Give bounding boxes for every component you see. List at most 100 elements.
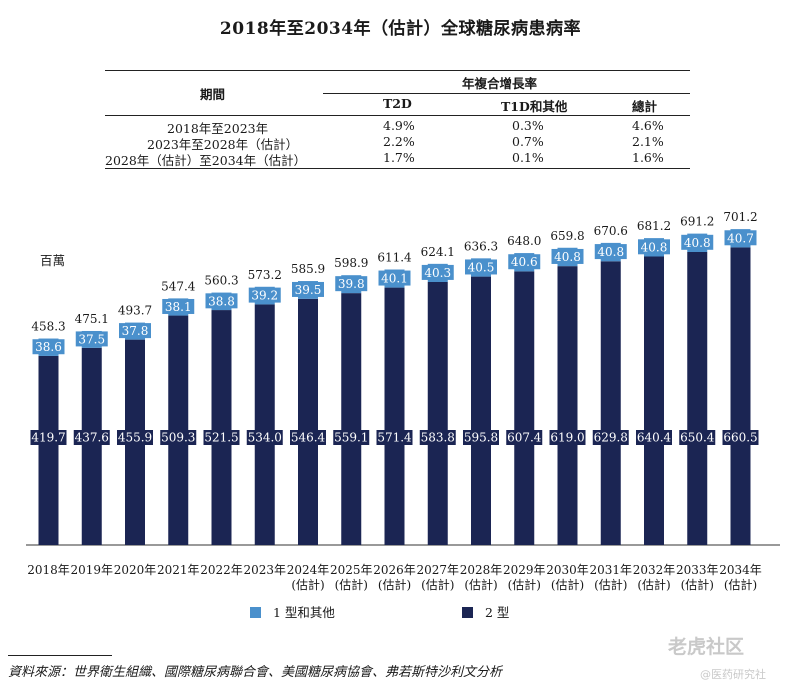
data-label-bg-type1	[465, 259, 497, 275]
data-label-bg-type1	[638, 239, 670, 255]
data-label-bg-type1	[335, 276, 368, 292]
x-tick-label-sub: (估計)	[594, 577, 627, 592]
data-label-bg-type1	[508, 254, 541, 270]
x-tick-label: 2027年	[416, 563, 459, 577]
row-value: 2.2%	[383, 134, 415, 149]
legend-item-type2: 2 型	[462, 602, 509, 621]
bar-type2	[427, 281, 448, 545]
x-tick-label: 2033年	[676, 563, 719, 577]
x-tick-label: 2029年	[503, 563, 546, 577]
data-label-type1: 40.8	[641, 240, 668, 254]
x-tick-label: 2019年	[70, 563, 113, 577]
x-tick-label-sub: (估計)	[291, 577, 324, 592]
data-label-type2: 437.6	[75, 431, 109, 445]
x-tick-label: 2023年	[243, 563, 286, 577]
data-label-type1: 40.7	[727, 231, 754, 245]
table-bottom-rule	[105, 168, 690, 169]
data-label-bg-type2	[463, 430, 499, 445]
data-label-bg-type2	[679, 430, 716, 445]
data-label-type2: 640.4	[637, 431, 672, 445]
data-label-total: 624.1	[421, 245, 455, 259]
row-period: 2028年（估計）至2034年（估計）	[105, 153, 307, 168]
x-tick-label: 2024年	[287, 563, 330, 577]
legend-label-type1: 1 型和其他	[273, 605, 335, 620]
row-value: 0.1%	[512, 150, 544, 165]
x-tick-label-sub: (估計)	[421, 577, 454, 592]
row-value: 4.6%	[632, 118, 664, 133]
data-label-total: 636.3	[464, 239, 498, 253]
data-label-type1: 37.8	[122, 324, 149, 338]
data-label-bg-type1	[681, 234, 714, 250]
cagr-group-header: 年複合增長率	[462, 76, 538, 91]
data-label-total: 691.2	[680, 215, 714, 229]
bar-type2	[644, 256, 664, 545]
data-label-bg-type2	[160, 430, 197, 445]
col-header-t1d: T1D和其他	[501, 99, 568, 114]
data-label-bg-type1	[248, 287, 281, 303]
data-label-bg-type1	[292, 281, 324, 297]
bar-type2	[81, 347, 102, 545]
data-label-type1: 40.8	[684, 236, 711, 250]
unit-label: 百萬	[40, 253, 66, 268]
bar-type2	[600, 261, 621, 545]
data-label-type1: 40.3	[424, 266, 451, 280]
data-label-bg-type1	[75, 331, 108, 347]
x-tick-label-sub: (估計)	[681, 577, 714, 592]
data-label-type2: 509.3	[161, 431, 195, 445]
data-label-bg-type1	[594, 244, 627, 260]
x-tick-label: 2030年	[546, 563, 589, 577]
x-tick-label-sub: (估計)	[724, 577, 757, 592]
data-label-bg-type1	[378, 270, 411, 286]
data-label-type2: 419.7	[31, 431, 65, 445]
bar-type2	[384, 287, 405, 545]
x-tick-label: 2025年	[330, 563, 373, 577]
data-label-total: 560.3	[204, 274, 238, 288]
row-value: 1.6%	[632, 150, 664, 165]
data-label-type1: 40.8	[597, 245, 624, 259]
row-period: 2023年至2028年（估計）	[147, 137, 299, 152]
data-label-type1: 40.8	[554, 250, 581, 264]
x-tick-label: 2018年	[27, 563, 70, 577]
data-label-total: 598.9	[334, 256, 368, 270]
data-label-bg-type1	[551, 248, 584, 264]
bar-type2	[38, 355, 59, 545]
row-value: 1.7%	[383, 150, 415, 165]
data-label-total: 659.8	[550, 229, 584, 243]
data-label-bg-type2	[203, 430, 240, 445]
data-label-bg-type2	[333, 430, 370, 445]
x-tick-label-sub: (估計)	[551, 577, 584, 592]
data-label-total: 701.2	[723, 210, 757, 224]
data-label-type1: 37.5	[78, 332, 105, 346]
x-tick-label-sub: (估計)	[378, 577, 411, 592]
data-label-total: 681.2	[637, 219, 671, 233]
data-label-total: 611.4	[377, 251, 412, 265]
data-label-bg-type2	[30, 430, 67, 445]
data-label-bg-type2	[636, 430, 672, 445]
x-tick-label: 2034年	[719, 563, 762, 577]
data-label-bg-type2	[592, 430, 629, 445]
data-label-type2: 583.8	[421, 431, 455, 445]
data-label-bg-type2	[73, 430, 110, 445]
x-tick-label-sub: (估計)	[508, 577, 541, 592]
bar-type2	[557, 266, 578, 545]
table-top-rule	[105, 70, 690, 71]
data-label-type1: 39.2	[251, 289, 278, 303]
bar-type2	[471, 276, 491, 545]
data-label-type1: 39.5	[295, 283, 322, 297]
data-label-type1: 40.5	[468, 260, 495, 274]
data-label-type1: 40.1	[381, 272, 408, 286]
watermark-logo: 老虎社区	[668, 636, 745, 658]
x-tick-label: 2028年	[460, 563, 503, 577]
data-label-bg-type2	[506, 430, 543, 445]
data-label-type2: 595.8	[464, 431, 498, 445]
data-label-total: 475.1	[75, 312, 109, 326]
source-rule	[8, 655, 112, 656]
data-label-type2: 650.4	[680, 431, 715, 445]
period-header: 期間	[200, 87, 226, 102]
header-bottom-rule	[105, 115, 690, 116]
data-label-type2: 571.4	[377, 431, 412, 445]
x-tick-label-sub: (估計)	[464, 577, 497, 592]
x-tick-label: 2032年	[633, 563, 676, 577]
data-label-total: 547.4	[161, 279, 196, 293]
bar-type2	[730, 247, 751, 545]
